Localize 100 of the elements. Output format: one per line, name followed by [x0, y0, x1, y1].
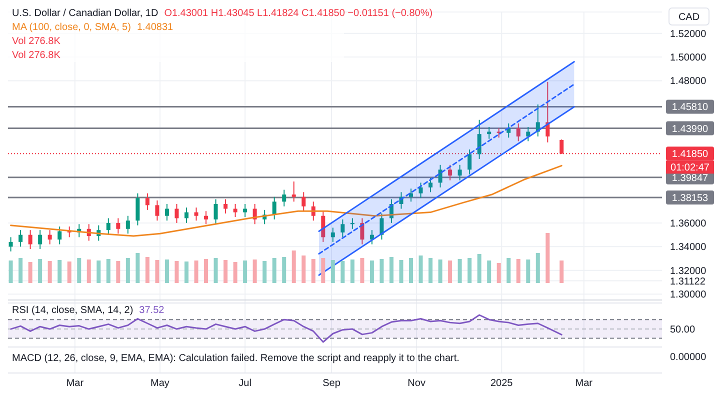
candlestick	[48, 230, 52, 245]
candlestick	[214, 198, 218, 225]
bar	[516, 259, 520, 283]
bar	[136, 253, 140, 283]
bar	[340, 261, 345, 283]
bar	[311, 259, 316, 283]
candlestick	[126, 215, 130, 234]
candlestick	[38, 230, 42, 250]
candlestick	[428, 177, 433, 193]
y-tick-label: 1.34000	[670, 242, 707, 254]
bar	[67, 262, 72, 283]
candlestick	[145, 192, 150, 210]
candlestick	[340, 218, 345, 238]
text: 50.00	[670, 324, 696, 336]
bar	[438, 260, 442, 283]
text: 01:02:47	[670, 162, 710, 174]
candlestick	[380, 212, 384, 240]
candlestick	[164, 204, 169, 222]
bar	[233, 262, 238, 283]
annotation: 1.40831	[136, 22, 174, 33]
bar	[184, 262, 188, 283]
y-axis-title: CAD	[678, 12, 700, 23]
bar	[560, 260, 564, 283]
bar	[380, 259, 384, 283]
candlestick	[282, 189, 286, 207]
bar	[399, 260, 404, 283]
bar	[194, 260, 198, 283]
candlestick	[487, 126, 492, 140]
x-tick-label: Jul	[238, 378, 252, 389]
annotation: O1.43001 H1.43045 L1.41824 C1.41850 −0.01151 (−0.80%)	[164, 8, 433, 19]
candlestick	[243, 204, 248, 218]
bar	[28, 262, 32, 283]
y-tick-label: 1.36000	[670, 218, 707, 230]
candlestick	[204, 210, 208, 225]
bar	[477, 254, 482, 283]
candlestick	[496, 128, 501, 138]
candlestick	[194, 207, 198, 222]
ref-line-label: 1.41850	[672, 149, 709, 160]
candlestick	[184, 207, 188, 224]
candlestick	[458, 164, 462, 181]
bar	[468, 258, 472, 283]
bar	[96, 260, 101, 283]
candlestick	[330, 227, 335, 242]
candlestick	[116, 218, 120, 234]
y-tick-label: 1.30000	[670, 290, 707, 301]
text: MACD (12, 26, close, 9, EMA, EMA): Calculation failed. Remove the script and reapply it to the chart.	[12, 353, 460, 364]
candlestick	[174, 204, 179, 224]
bar	[204, 259, 208, 283]
bar	[38, 259, 42, 283]
candlestick	[106, 218, 110, 236]
candlestick	[448, 164, 452, 181]
bar	[77, 258, 82, 283]
bar	[321, 258, 326, 283]
annotation: Vol 276.8K	[12, 50, 61, 61]
bar	[292, 250, 296, 283]
bar	[262, 261, 267, 283]
bar	[458, 259, 462, 283]
ref-line-label: 1.39847	[672, 172, 709, 184]
candlestick	[233, 204, 238, 218]
bar	[224, 260, 228, 283]
annotation: Vol 276.8K	[12, 36, 61, 47]
candlestick	[28, 230, 32, 250]
ref-line-label: 1.45810	[672, 102, 709, 114]
bar	[86, 260, 91, 283]
bar	[350, 260, 354, 283]
x-tick-label: May	[150, 378, 170, 389]
bar	[8, 260, 13, 283]
y-tick-label: 1.32000	[670, 266, 707, 277]
bar	[282, 257, 286, 283]
bar	[164, 260, 169, 283]
ref-line-label: 1.38153	[672, 192, 709, 204]
series-label: RSI (14, close, SMA, 14, 2)	[12, 305, 134, 316]
bar	[409, 258, 413, 283]
y-tick-label: 1.31122	[670, 276, 706, 288]
bar	[418, 256, 423, 283]
bar	[18, 258, 23, 283]
candlestick	[136, 192, 140, 226]
bar	[526, 260, 530, 283]
bar	[243, 260, 248, 283]
bar	[536, 253, 540, 283]
candlestick	[418, 182, 423, 199]
bar	[506, 258, 511, 283]
bar	[330, 260, 335, 283]
candlestick	[477, 119, 482, 160]
candlestick	[8, 236, 13, 252]
text: MA (100, close, 0, SMA, 5)	[12, 22, 131, 33]
x-tick-label: Nov	[408, 378, 426, 389]
x-tick-label: Mar	[575, 378, 594, 389]
bar	[302, 256, 306, 283]
bar	[106, 259, 110, 283]
candlestick	[292, 180, 296, 202]
candlestick	[155, 200, 160, 222]
bar	[145, 257, 150, 283]
bar	[272, 258, 276, 283]
x-tick-label: Mar	[66, 378, 84, 389]
y-tick-label: 1.52000	[670, 28, 707, 40]
bar	[174, 261, 179, 283]
y-tick-label: 1.48000	[670, 76, 707, 88]
candlestick	[516, 122, 520, 142]
bar	[448, 260, 452, 283]
